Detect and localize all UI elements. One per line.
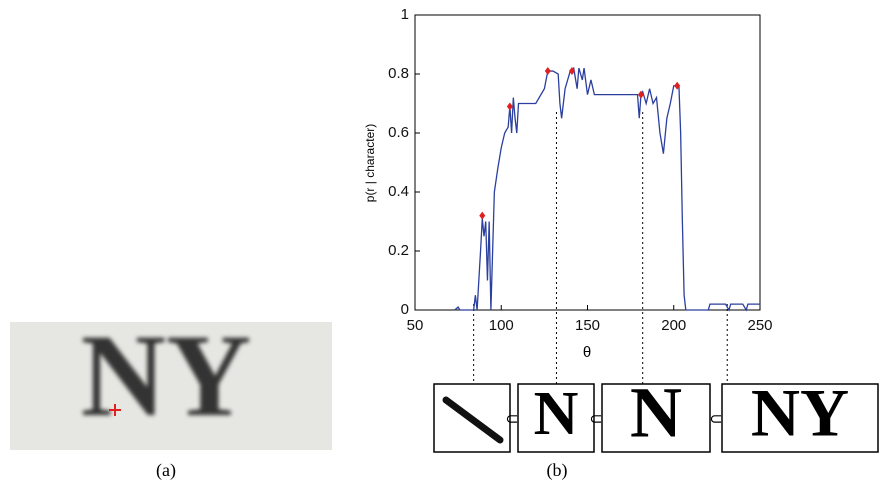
red-cross <box>109 404 121 416</box>
x-tick-label: 50 <box>407 317 424 334</box>
peak-marker <box>544 67 551 76</box>
subset: ⊂ <box>589 411 602 428</box>
caption-b: (b) <box>547 460 568 481</box>
peak-marker <box>674 81 681 90</box>
crop-boxes <box>433 383 879 453</box>
y-tick-label: 0 <box>401 301 409 318</box>
photo <box>10 322 332 450</box>
crop-text: N <box>534 380 579 448</box>
x-tick-label: 100 <box>489 317 514 334</box>
crop-text: N <box>630 373 682 453</box>
x-tick-label: 250 <box>747 317 772 334</box>
y-tick-label: 0.6 <box>388 124 409 141</box>
y-tick-label: 0.4 <box>388 183 409 200</box>
peak-marker <box>568 67 575 76</box>
subset: ⊂ <box>505 411 518 428</box>
peak-marker <box>479 211 486 220</box>
plot-frame <box>414 14 761 311</box>
y-axis-label: p(r | character) <box>363 124 377 202</box>
x-axis-label: θ <box>583 344 591 361</box>
x-tick-label: 150 <box>575 317 600 334</box>
crop-stroke <box>442 396 504 444</box>
photo-text: NY <box>81 310 251 441</box>
y-tick-label: 1 <box>401 6 409 23</box>
peak-marker <box>506 102 513 111</box>
caption-a: (a) <box>156 460 176 481</box>
series-line <box>454 66 760 312</box>
peak-marker <box>637 90 644 99</box>
x-tick-label: 200 <box>661 317 686 334</box>
subset: ⊂ <box>709 411 722 428</box>
crop-text: NY <box>751 375 849 451</box>
y-tick-label: 0.8 <box>388 65 409 82</box>
y-tick-label: 0.2 <box>388 242 409 259</box>
